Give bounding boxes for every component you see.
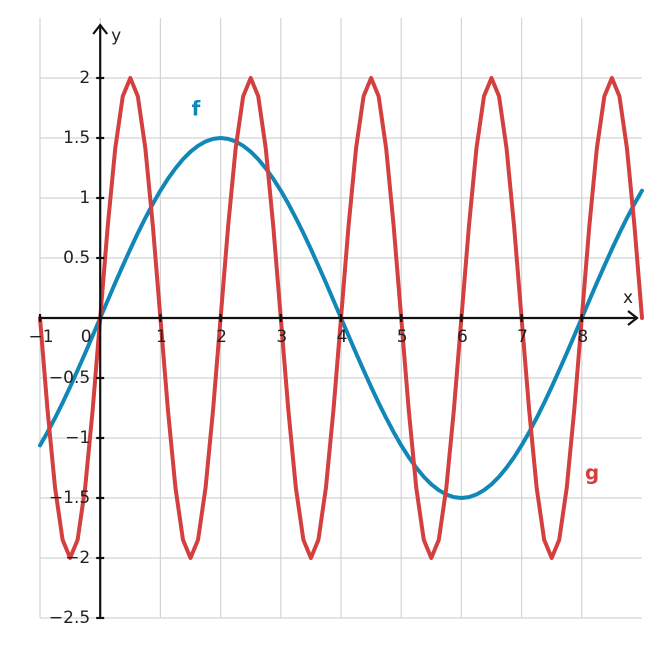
- x-arrow: [627, 310, 639, 326]
- x-tick-label: 6: [457, 327, 468, 347]
- y-tick-label: −1: [65, 428, 90, 448]
- series-label: g: [585, 461, 599, 485]
- x-tick-label: 2: [216, 327, 227, 347]
- x-tick-label: 5: [397, 327, 408, 347]
- x-tick-label: 8: [577, 327, 588, 347]
- y-axis-label: y: [111, 26, 121, 46]
- grid: [39, 18, 642, 619]
- y-tick-label: 1: [79, 188, 90, 208]
- y-arrow: [92, 23, 109, 35]
- y-tick-label: −2.5: [49, 608, 90, 628]
- y-tick-label: −2: [65, 548, 90, 568]
- y-tick-label: −0.5: [49, 368, 90, 388]
- y-tick-label: 2: [79, 68, 90, 88]
- x-tick-label: 0: [81, 327, 92, 347]
- series-label: f: [192, 97, 201, 121]
- y-tick-label: 1.5: [63, 128, 90, 148]
- y-tick-label: 0.5: [63, 248, 90, 268]
- x-axis-label: x: [623, 288, 633, 308]
- axes: −1 0 1 2 3 4 5 6 7 8 −2.5 −2 −1.5 −1 −0.5 0.5 1 1.5 2 f g x y: [28, 23, 639, 628]
- x-tick-label: 1: [156, 327, 167, 347]
- x-tick-label: 4: [337, 327, 348, 347]
- y-tick-label: −1.5: [49, 488, 90, 508]
- x-tick-label: −1: [28, 327, 53, 347]
- x-tick-label: 7: [517, 327, 528, 347]
- x-tick-label: 3: [276, 327, 287, 347]
